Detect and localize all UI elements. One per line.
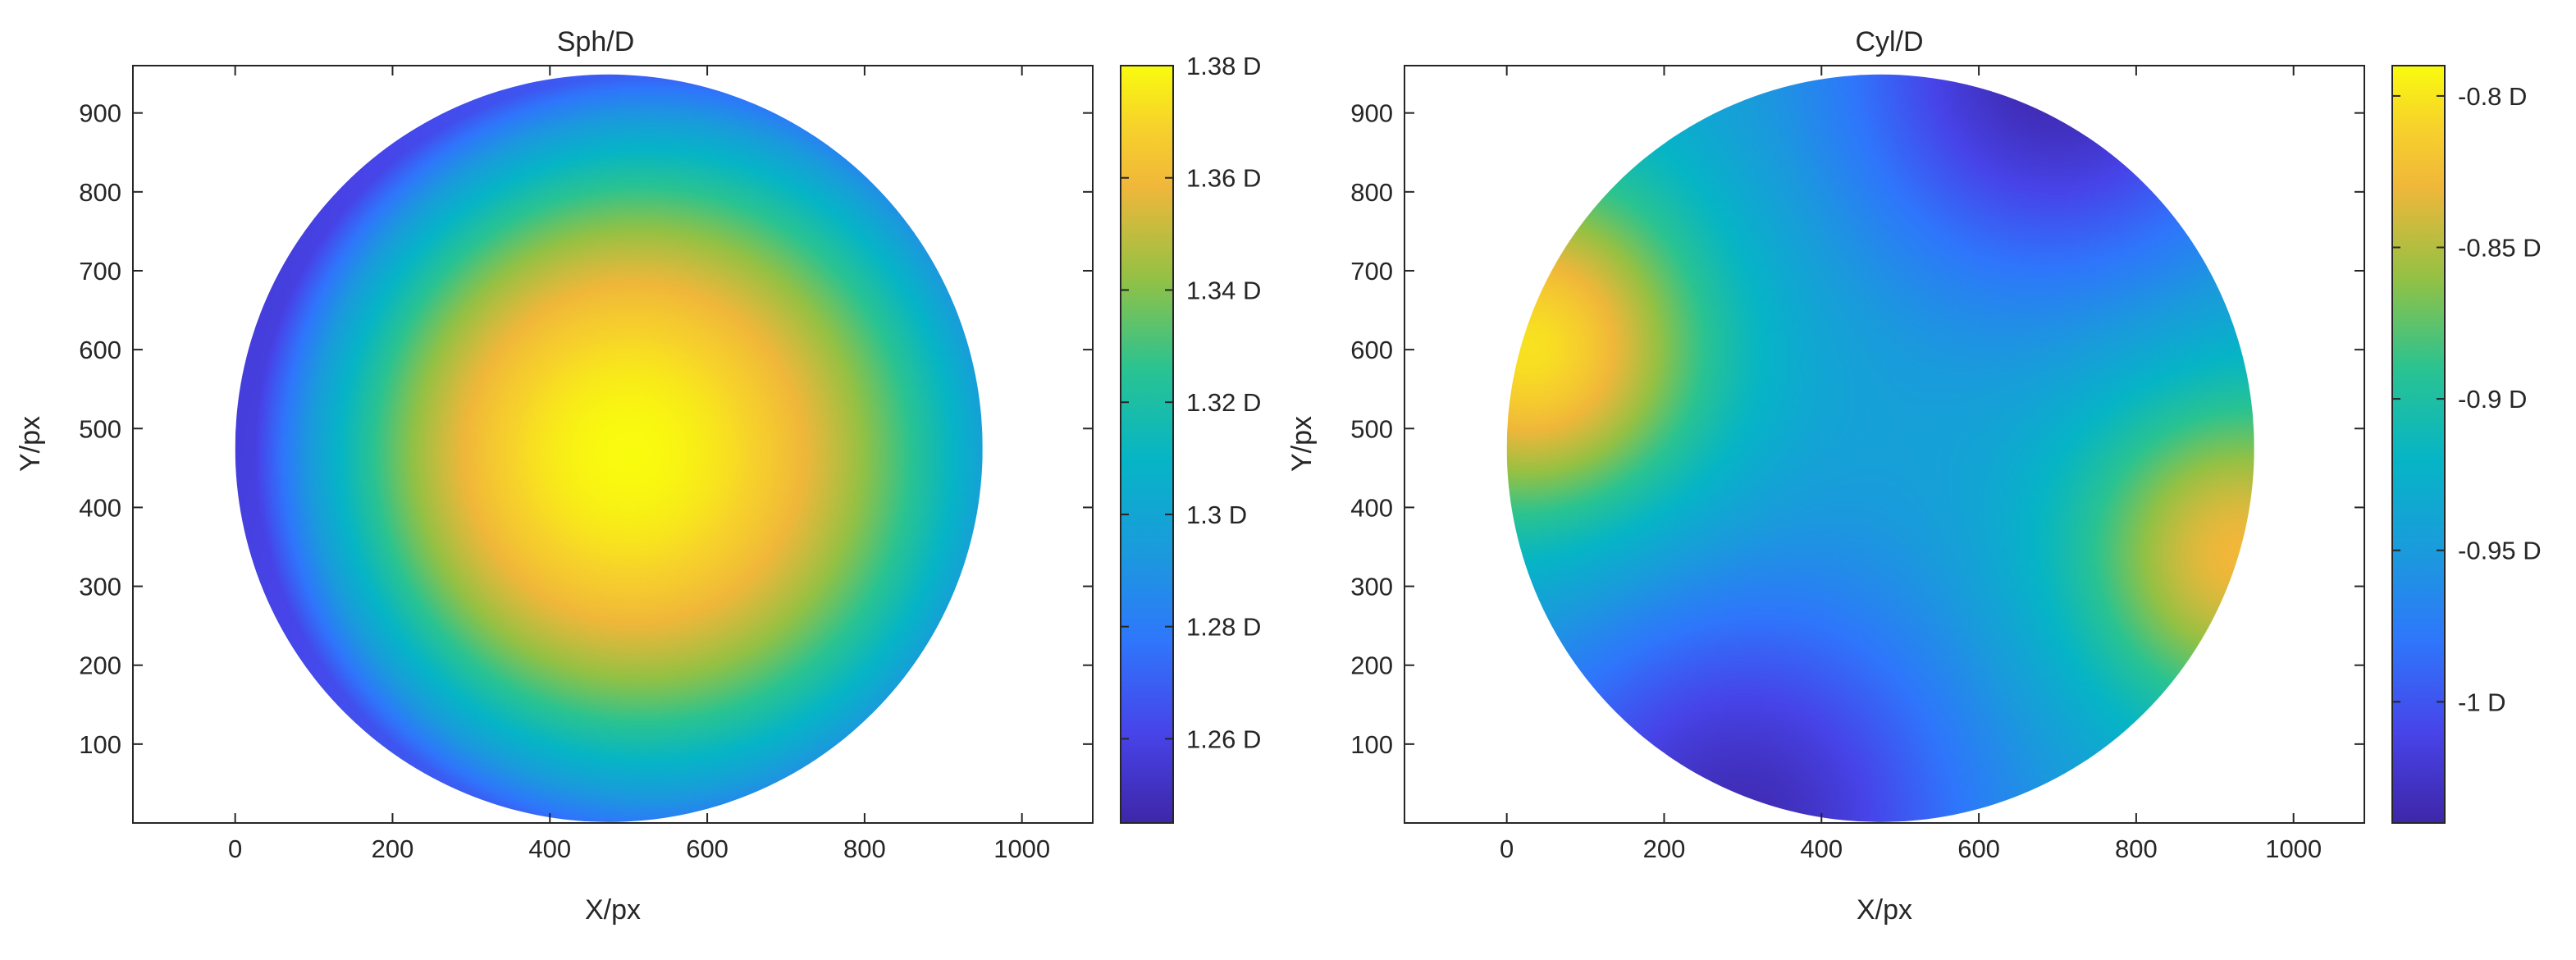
cyl-colorbar — [2391, 65, 2446, 824]
x-tick-label: 1000 — [993, 834, 1050, 863]
colorbar-tick-label: -0.8 D — [2458, 82, 2527, 111]
y-tick-label: 800 — [1350, 178, 1393, 207]
x-tick-label: 800 — [2115, 834, 2158, 863]
colorbar-tick-label: 1.26 D — [1186, 725, 1261, 753]
sph-heatmap — [235, 74, 983, 822]
y-tick-label: 800 — [79, 178, 121, 207]
colorbar-tick-label: 1.34 D — [1186, 276, 1261, 304]
cyl-axes-frame — [1404, 65, 2365, 824]
y-tick-label: 900 — [1350, 99, 1393, 128]
sph-title: Sph/D — [557, 26, 635, 57]
x-tick-label: 800 — [843, 834, 886, 863]
y-tick-label: 200 — [1350, 651, 1393, 680]
y-tick-label: 500 — [79, 414, 121, 443]
colorbar-tick-label: 1.3 D — [1186, 501, 1247, 529]
colorbar-tick-label: 1.32 D — [1186, 388, 1261, 417]
y-tick-label: 200 — [79, 651, 121, 680]
cyl-x-axis-label: X/px — [1857, 894, 1912, 926]
sph-colorbar — [1120, 65, 1174, 824]
colorbar-tick-label: 1.36 D — [1186, 164, 1261, 193]
sph-heatmap-image — [235, 74, 983, 822]
sph-y-ticks: 100 200 300 400 500 600 700 800 900 — [79, 99, 1093, 759]
cyl-panel: Cyl/D 0 200 400 600 800 1000 100 200 300 400 500 6… — [1286, 26, 2542, 926]
cyl-title: Cyl/D — [1855, 26, 1923, 57]
y-tick-label: 900 — [79, 99, 121, 128]
sph-x-ticks: 0 200 400 600 800 1000 — [228, 66, 1050, 863]
y-tick-label: 700 — [79, 257, 121, 286]
y-tick-label: 500 — [1350, 414, 1393, 443]
y-tick-label: 600 — [79, 336, 121, 364]
y-tick-label: 400 — [1350, 493, 1393, 522]
sph-y-axis-label: Y/px — [15, 416, 46, 472]
x-tick-label: 600 — [686, 834, 728, 863]
colorbar-tick-label: -0.9 D — [2458, 385, 2527, 414]
cyl-y-ticks: 100 200 300 400 500 600 700 800 900 — [1350, 99, 2364, 759]
y-tick-label: 600 — [1350, 336, 1393, 364]
y-tick-label: 400 — [79, 493, 121, 522]
x-tick-label: 0 — [1500, 834, 1514, 863]
sph-axes-frame — [132, 65, 1094, 824]
colorbar-tick-label: 1.38 D — [1186, 52, 1261, 80]
x-tick-label: 200 — [1643, 834, 1686, 863]
cyl-heatmap-image — [1506, 74, 2254, 822]
colorbar-tick-label: -1 D — [2458, 688, 2506, 716]
sph-x-axis-label: X/px — [585, 894, 641, 926]
x-tick-label: 400 — [1800, 834, 1843, 863]
x-tick-label: 200 — [372, 834, 414, 863]
y-tick-label: 300 — [1350, 573, 1393, 601]
y-tick-label: 100 — [1350, 730, 1393, 759]
colorbar-tick-label: -0.95 D — [2458, 537, 2542, 565]
y-tick-label: 100 — [79, 730, 121, 759]
x-tick-label: 600 — [1957, 834, 2000, 863]
x-tick-label: 400 — [528, 834, 571, 863]
cyl-colorbar-ticks: -1 D -0.95 D -0.9 D -0.85 D -0.8 D — [2392, 82, 2542, 716]
x-tick-label: 1000 — [2265, 834, 2322, 863]
cyl-heatmap — [1506, 74, 2254, 822]
y-tick-label: 300 — [79, 573, 121, 601]
cyl-x-ticks: 0 200 400 600 800 1000 — [1500, 66, 2322, 863]
x-tick-label: 0 — [228, 834, 242, 863]
cyl-y-axis-label: Y/px — [1286, 416, 1318, 472]
sph-panel: Sph/D 0 200 400 600 800 1000 100 200 300 400 500 6… — [15, 26, 1261, 926]
sph-colorbar-ticks: 1.26 D 1.28 D 1.3 D 1.32 D 1.34 D 1.36 D 1.38 … — [1121, 52, 1261, 753]
colorbar-tick-label: -0.85 D — [2458, 234, 2542, 263]
colorbar-tick-label: 1.28 D — [1186, 613, 1261, 642]
y-tick-label: 700 — [1350, 257, 1393, 286]
